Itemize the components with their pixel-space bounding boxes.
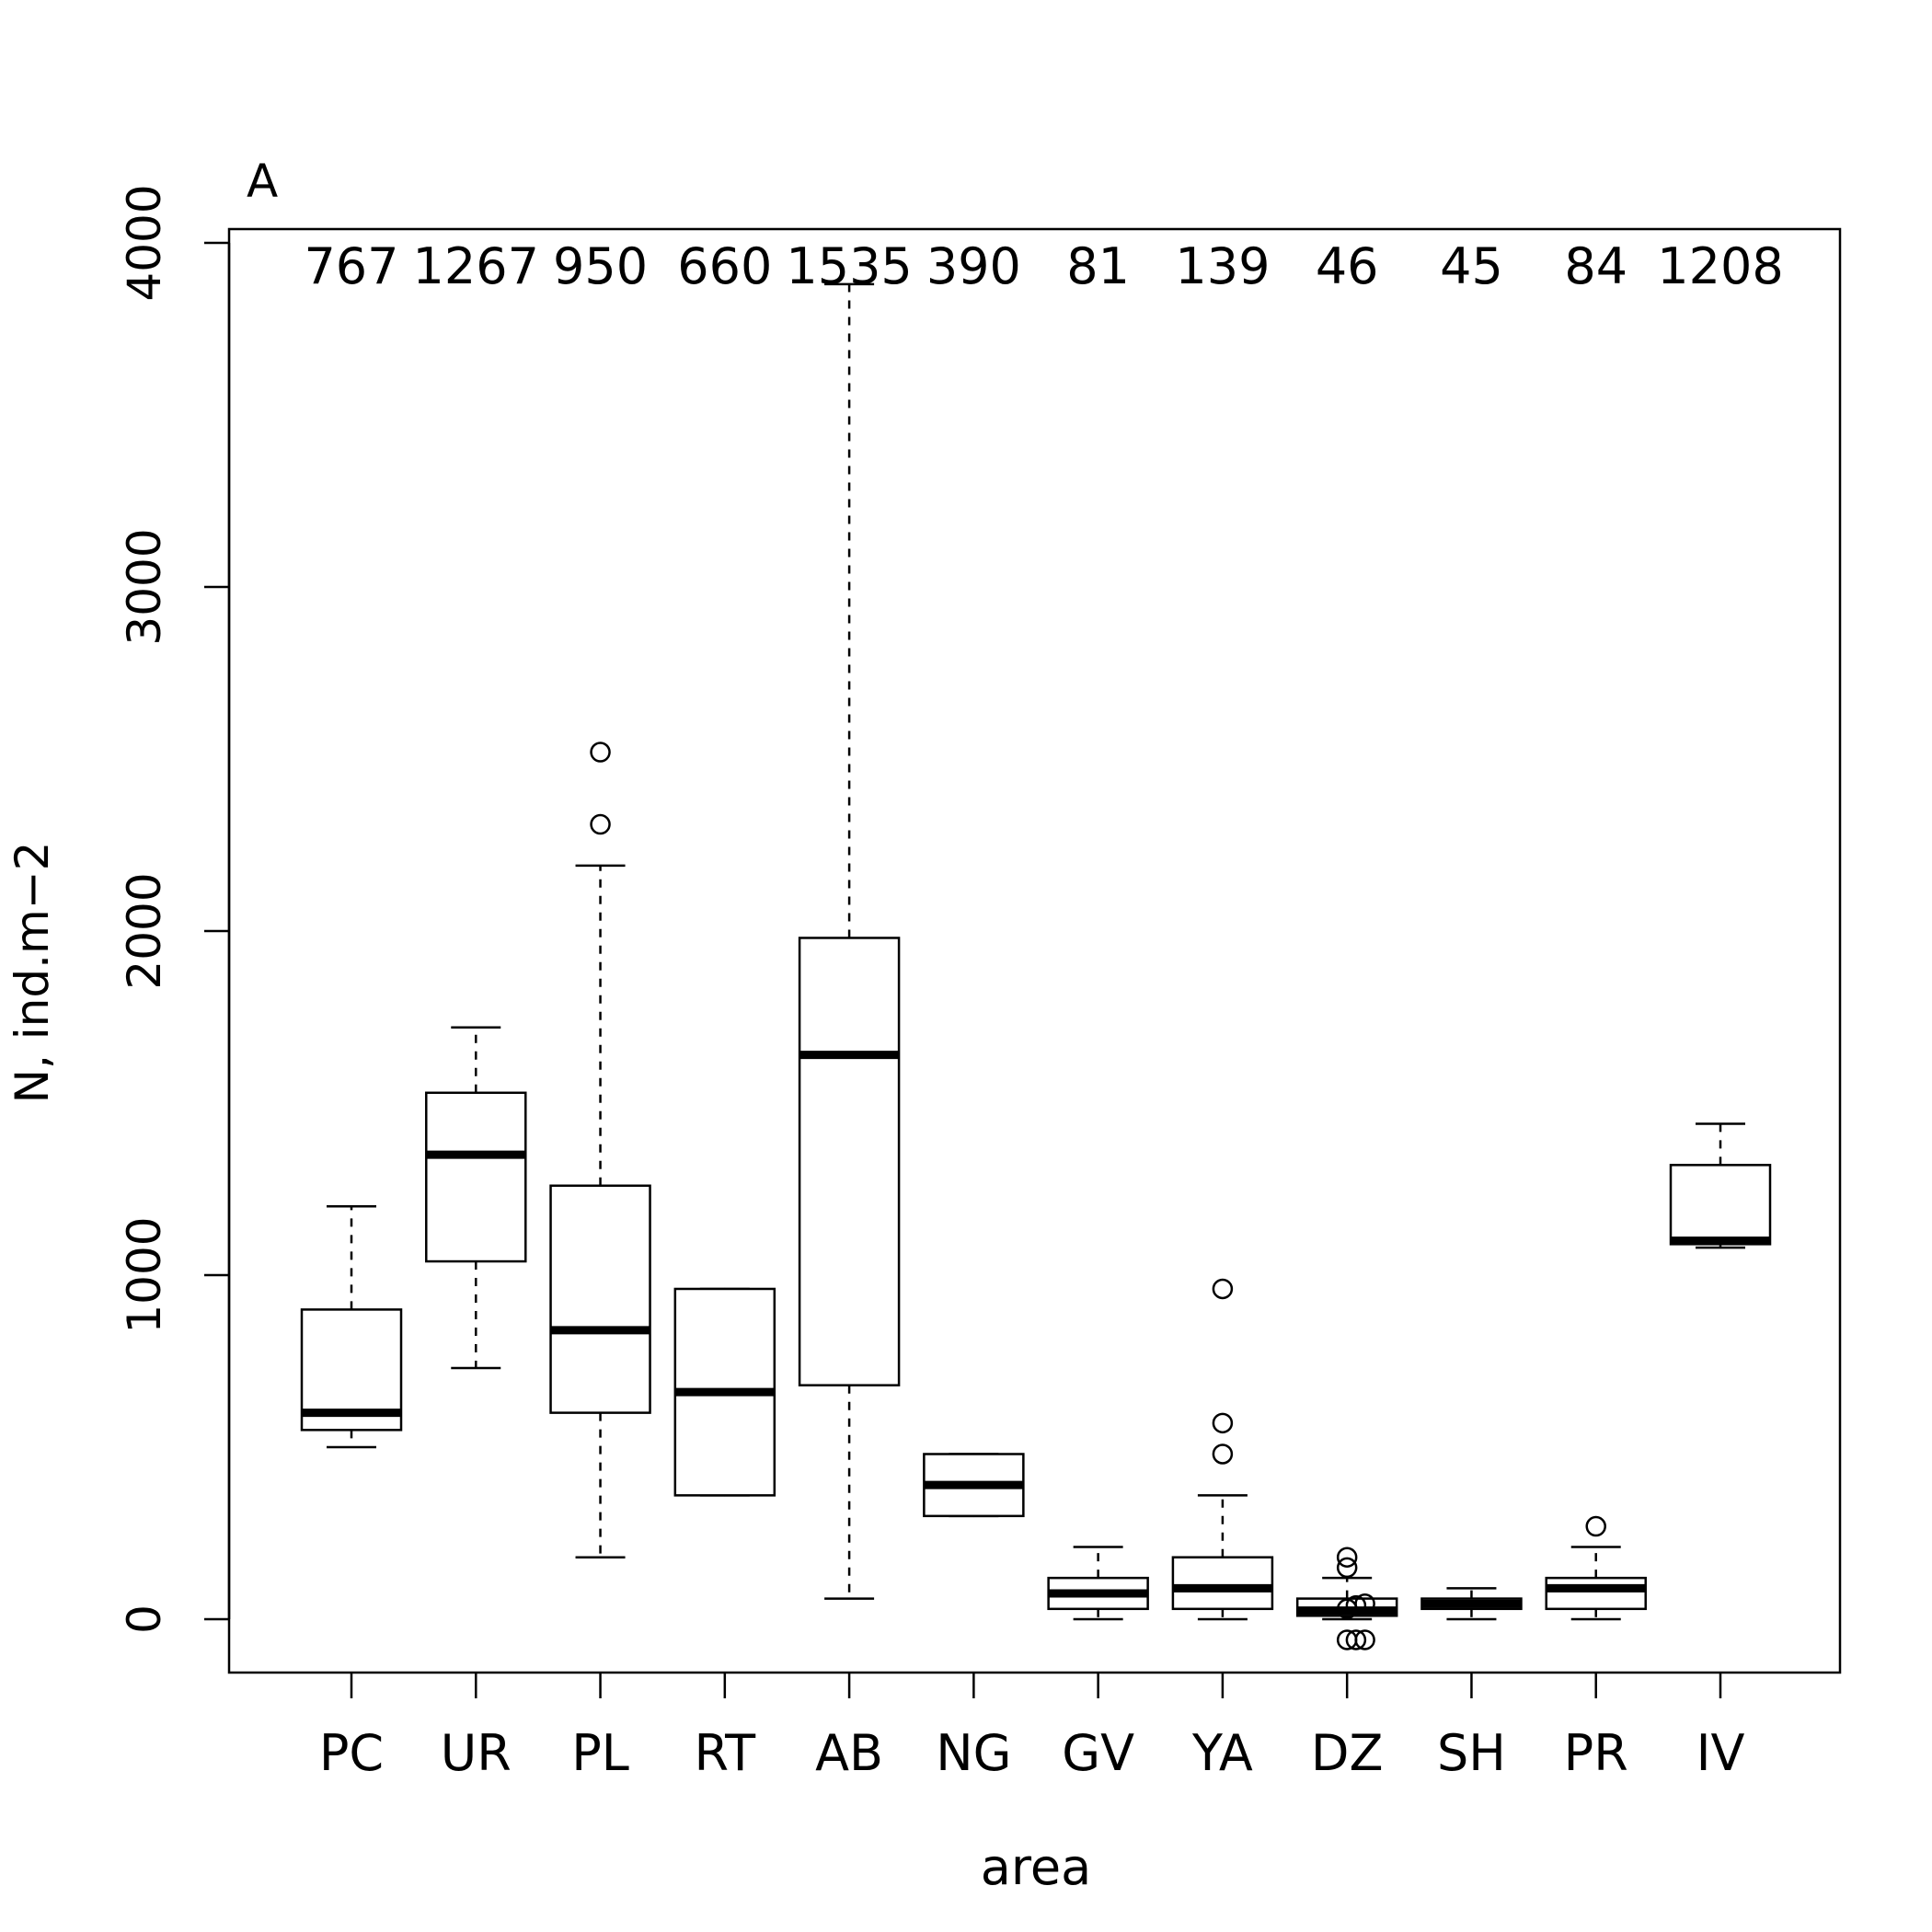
outlier-point [1336,1547,1358,1568]
x-tick-label: AB [815,1724,883,1782]
outlier-point [1345,1629,1367,1650]
count-label: 46 [1316,237,1379,295]
x-tick-label: RT [695,1724,757,1782]
outlier-point [1354,1629,1375,1650]
box-series [300,282,1772,1650]
outlier-point [1212,1412,1234,1434]
box-group-ng [923,1453,1025,1518]
box-iqr [798,937,901,1386]
count-label: 390 [926,237,1021,295]
count-label: 81 [1066,237,1130,295]
box-group-iv [1669,1122,1772,1249]
box-iqr [425,1091,527,1263]
box-iqr [1545,1576,1647,1611]
count-label: 1208 [1657,237,1783,295]
box-iqr [1171,1556,1274,1611]
count-label: 139 [1175,237,1270,295]
box-iqr [1669,1164,1772,1246]
outlier-point [1354,1593,1375,1615]
count-label: 767 [304,237,398,295]
box-group-pr [1545,1515,1647,1621]
x-tick-label: PC [319,1724,384,1782]
x-tick-label: UR [441,1724,512,1782]
count-label: 1267 [413,237,539,295]
x-axis-title: area [981,1838,1091,1896]
x-axis: PC UR PL RT AB NG GV YA DZ SH PR IV [319,1673,1745,1782]
outlier-point [1345,1594,1367,1616]
x-tick-label: PL [571,1724,629,1782]
box-group-ya [1171,1278,1274,1621]
count-label: 84 [1564,237,1627,295]
box-iqr [549,1184,651,1414]
count-label: 45 [1440,237,1503,295]
box-group-gv [1047,1546,1149,1621]
box-group-sh [1420,1587,1523,1621]
box-group-pl [549,742,651,1558]
y-tick-label: 3000 [118,528,171,645]
count-label: 1535 [786,237,912,295]
box-group-rt [673,1287,776,1497]
outlier-point [590,742,611,763]
outlier-point [1585,1515,1606,1537]
count-annotations: 767 1267 950 660 1535 390 81 139 46 45 84 1208 [304,237,1783,295]
box-group-ab [798,282,901,1600]
plot-frame [227,227,1842,1674]
outlier-point [1212,1443,1234,1465]
x-tick-label: DZ [1311,1724,1384,1782]
y-axis-title: N, ind.m−2 [6,842,59,1104]
plot-area [227,227,1842,1674]
outlier-point [590,813,611,835]
x-tick-label: GV [1062,1724,1134,1782]
count-label: 950 [553,237,648,295]
y-tick-label: 4000 [118,184,171,301]
count-label: 660 [677,237,772,295]
y-tick-label: 2000 [118,872,171,989]
box-group-ur [425,1026,527,1370]
box-group-pc [300,1204,403,1449]
x-tick-label: PR [1564,1724,1628,1782]
x-tick-label: YA [1191,1724,1253,1782]
panel-label: A [247,155,278,208]
outlier-point [1336,1557,1358,1579]
x-tick-label: SH [1437,1724,1506,1782]
outlier-point [1212,1278,1234,1300]
box-group-dz [1295,1547,1398,1650]
x-tick-label: NG [936,1724,1011,1782]
y-axis: 0 1000 2000 3000 4000 [118,184,231,1634]
y-tick-label: 1000 [118,1216,171,1333]
x-tick-label: IV [1696,1724,1745,1782]
y-tick-label: 0 [118,1604,171,1634]
